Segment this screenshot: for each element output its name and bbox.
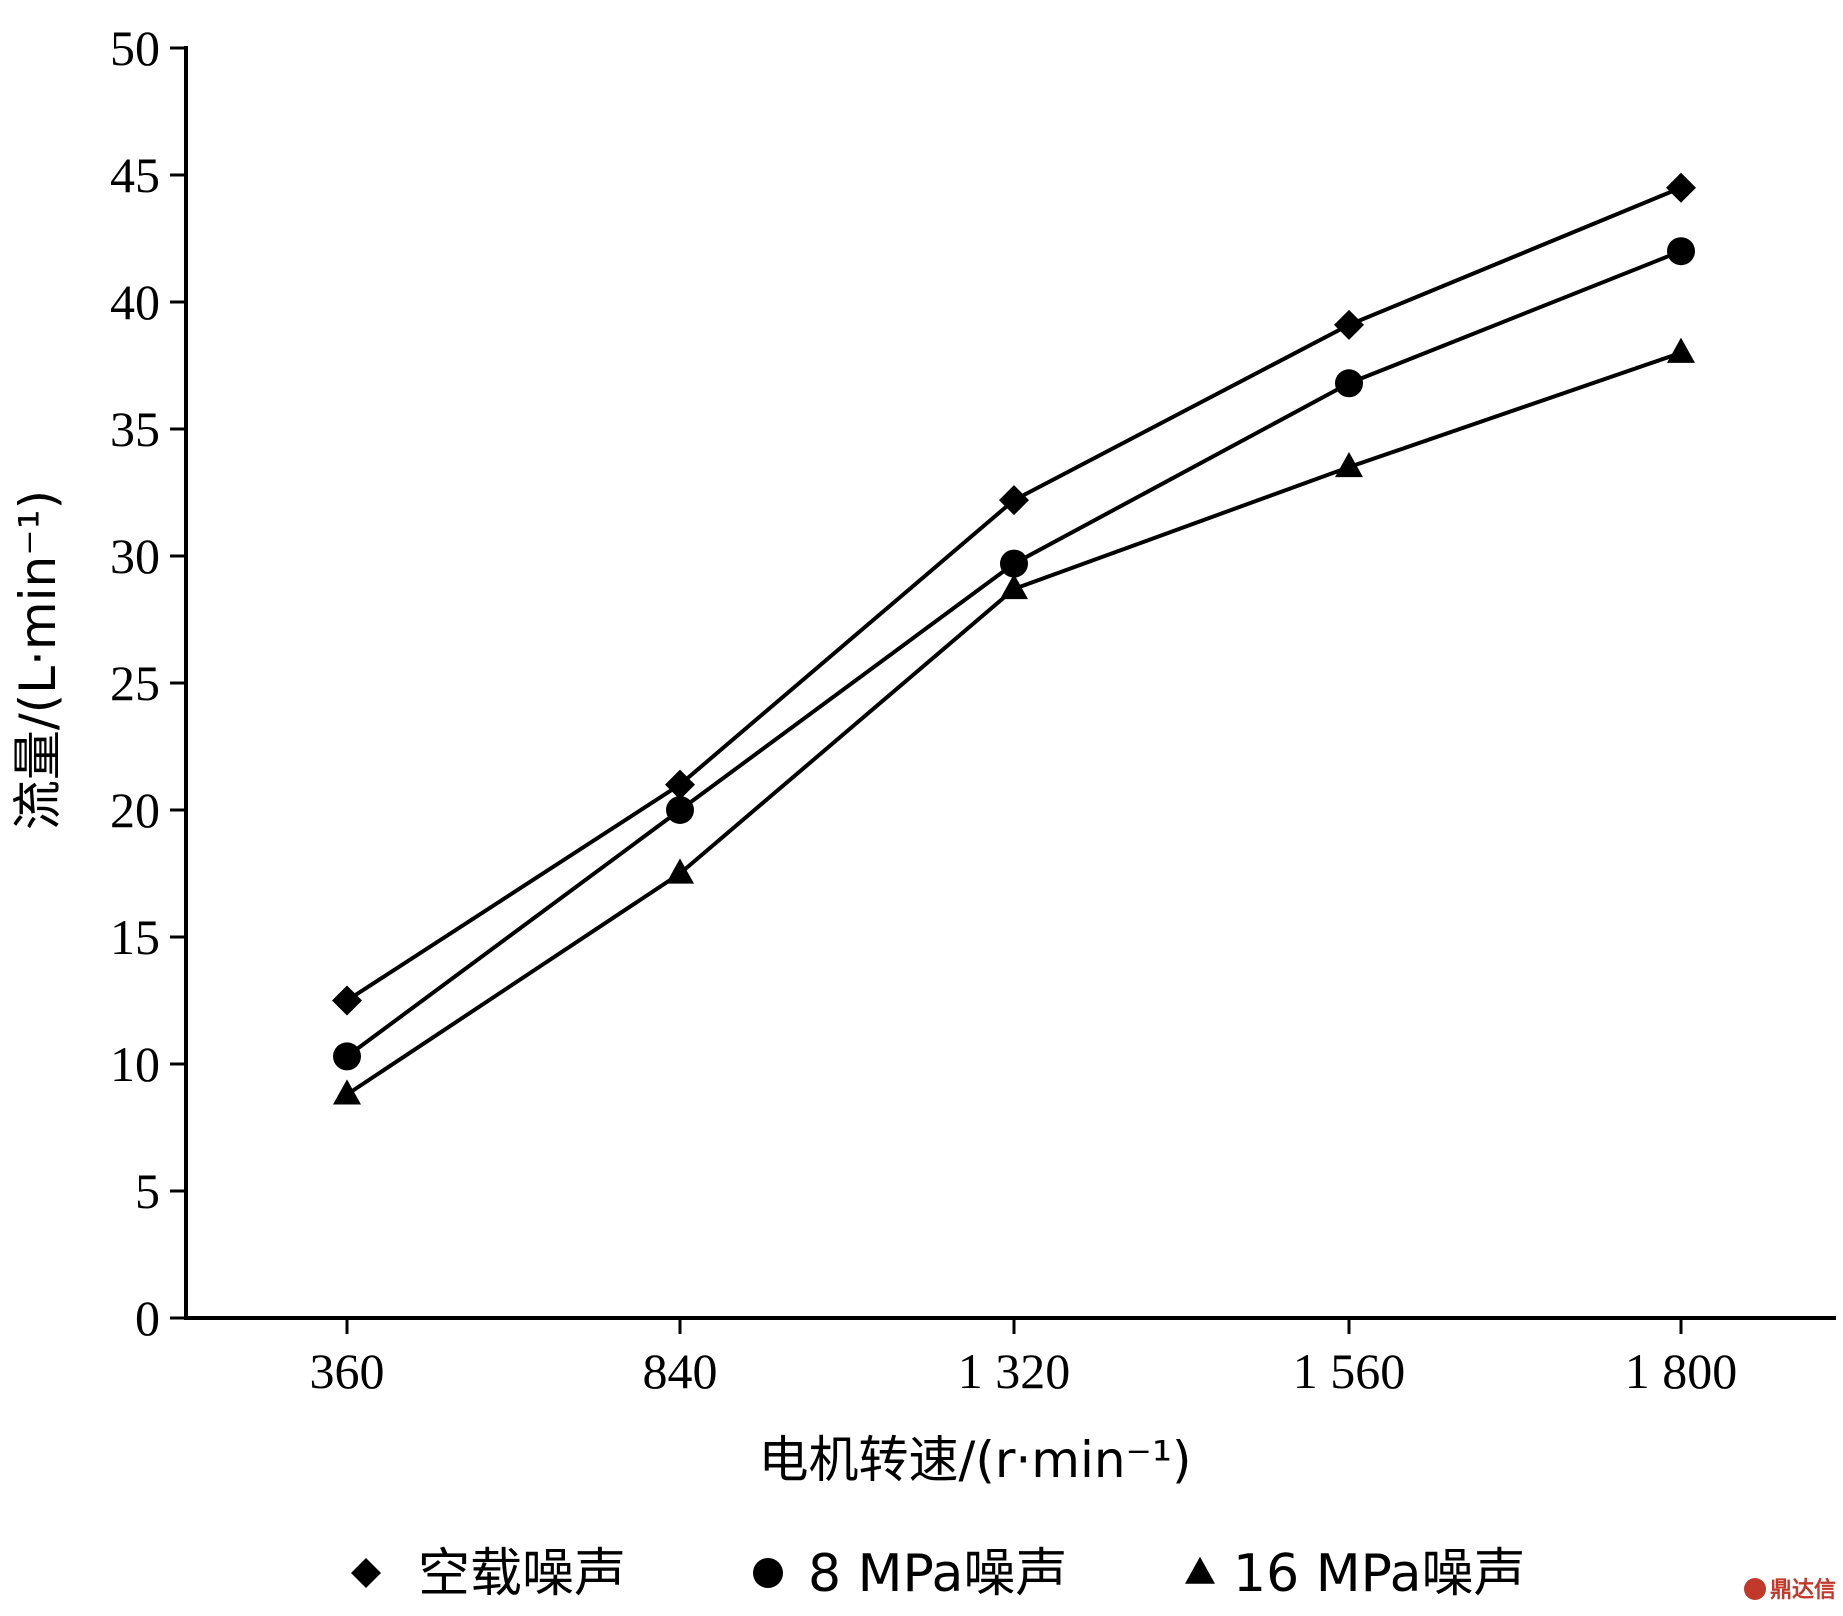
y-tick-label: 50: [110, 20, 160, 76]
diamond-marker: [999, 485, 1029, 516]
legend-label: 空载噪声: [418, 1544, 626, 1604]
y-axis-title: 流量/(L·min⁻¹): [9, 490, 67, 830]
y-tick-label: 0: [135, 1290, 160, 1346]
y-tick-label: 5: [135, 1163, 160, 1219]
triangle-marker: [1185, 1556, 1215, 1584]
diamond-marker: [1334, 309, 1364, 340]
circle-marker: [1667, 237, 1695, 266]
circle-marker: [753, 1558, 783, 1588]
legend-item: 8 MPa噪声: [753, 1544, 1067, 1604]
legend: 空载噪声 8 MPa噪声 16 MPa噪声: [351, 1544, 1525, 1604]
circle-marker: [666, 796, 694, 824]
y-tick-label: 45: [110, 147, 160, 203]
y-tick-label: 25: [110, 655, 160, 711]
legend-label: 8 MPa噪声: [808, 1544, 1067, 1604]
diamond-marker: [351, 1558, 381, 1588]
y-tick-label: 20: [110, 782, 160, 838]
x-tick-label: 840: [643, 1343, 718, 1399]
y-tick-label: 15: [110, 909, 160, 965]
x-axis-ticks: 360 840 1 320 1 560 1 800: [310, 1318, 1738, 1399]
x-tick-label: 1 800: [1625, 1343, 1738, 1399]
y-tick-label: 30: [110, 528, 160, 584]
diamond-marker: [665, 769, 695, 800]
series-layer: [332, 172, 1696, 1105]
watermark: 鼎达信: [1744, 1577, 1836, 1603]
watermark-text: 鼎达信: [1770, 1577, 1836, 1603]
diamond-marker: [332, 985, 362, 1016]
y-axis-ticks: 0 5 10 15 20 25 30 35 40 45 50: [110, 20, 186, 1346]
circle-marker: [1000, 549, 1028, 578]
y-tick-label: 40: [110, 274, 160, 330]
legend-label: 16 MPa噪声: [1233, 1544, 1525, 1604]
legend-item: 16 MPa噪声: [1185, 1544, 1525, 1604]
series-triangle: [333, 337, 1695, 1105]
triangle-marker: [333, 1079, 361, 1105]
axes: [184, 46, 1836, 1320]
y-tick-label: 35: [110, 401, 160, 457]
x-tick-label: 360: [310, 1343, 385, 1399]
x-axis-title: 电机转速/(r·min⁻¹): [758, 1431, 1191, 1489]
circle-marker: [1335, 369, 1363, 398]
x-tick-label: 1 320: [958, 1343, 1071, 1399]
x-tick-label: 1 560: [1293, 1343, 1406, 1399]
triangle-marker: [666, 858, 694, 884]
watermark-logo-icon: [1744, 1578, 1766, 1600]
circle-marker: [333, 1042, 361, 1071]
y-tick-label: 10: [110, 1036, 160, 1092]
triangle-marker: [1335, 451, 1363, 478]
series-line: [345, 249, 1682, 1058]
series-circle: [333, 237, 1695, 1071]
legend-item: 空载噪声: [351, 1544, 626, 1604]
series-line: [345, 350, 1682, 1097]
triangle-marker: [1667, 337, 1695, 363]
series-diamond: [332, 172, 1696, 1016]
diamond-marker: [1666, 172, 1696, 203]
triangle-marker: [1000, 573, 1028, 600]
